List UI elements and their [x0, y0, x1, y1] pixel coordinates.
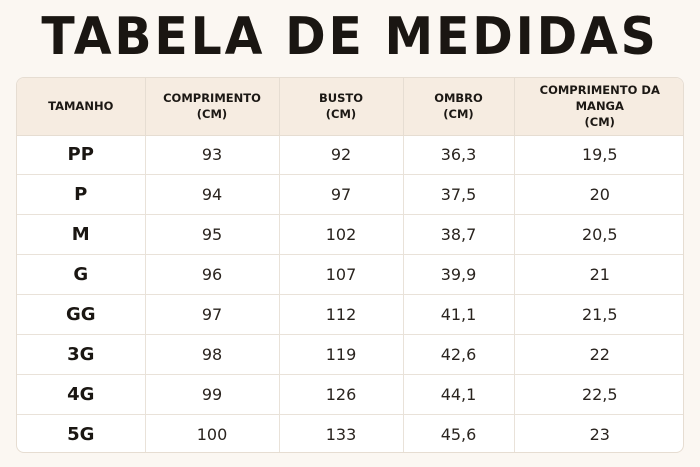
size-cell: 5G: [17, 414, 146, 452]
manga-cell: 21,5: [514, 294, 683, 335]
comprimento-cell: 96: [145, 254, 280, 296]
header-label: BUSTO: [318, 91, 363, 106]
busto-cell: 97: [279, 174, 404, 216]
manga-cell: 20: [514, 174, 683, 216]
header-label: COMPRIMENTO: [163, 91, 261, 106]
manga-cell: 19,5: [514, 135, 683, 176]
ombro-cell: 45,6: [403, 414, 515, 452]
busto-cell: 102: [279, 214, 404, 256]
comprimento-cell: 98: [145, 334, 280, 375]
comprimento-cell: 100: [145, 414, 280, 452]
table-row: GG 97 112 41,1 21,5: [17, 294, 683, 335]
manga-cell: 22: [514, 334, 683, 375]
size-cell: GG: [17, 294, 146, 335]
comprimento-cell: 97: [145, 294, 280, 335]
header-label: OMBRO: [434, 91, 483, 106]
busto-cell: 126: [279, 374, 404, 415]
table-row: P 94 97 37,5 20: [17, 174, 683, 216]
size-cell: 4G: [17, 374, 146, 415]
ombro-cell: 42,6: [403, 334, 515, 375]
table-header-row: TAMANHO COMPRIMENTO (CM) BUSTO (CM) OMBR…: [17, 78, 683, 136]
header-label: TAMANHO: [48, 99, 114, 114]
header-busto: BUSTO (CM): [279, 78, 404, 136]
ombro-cell: 41,1: [403, 294, 515, 335]
manga-cell: 23: [589, 424, 610, 444]
ombro-cell: 38,7: [403, 214, 515, 256]
table-row: 3G 98 119 42,6 22: [17, 334, 683, 375]
header-unit: (CM): [443, 107, 474, 122]
ombro-cell: 44,1: [403, 374, 515, 415]
table-row: PP 93 92 36,3 19,5: [17, 135, 683, 176]
table-row: 5G 100 133 45,6 23: [17, 414, 683, 452]
busto-cell: 112: [279, 294, 404, 335]
busto-cell: 133: [279, 414, 404, 452]
busto-cell: 119: [279, 334, 404, 375]
manga-cell: 21: [514, 254, 683, 296]
size-cell: P: [17, 174, 146, 216]
header-unit: (CM): [325, 107, 357, 122]
busto-cell: 92: [279, 135, 404, 176]
comprimento-cell: 93: [145, 135, 280, 176]
ombro-cell: 39,9: [403, 254, 515, 296]
table-row: M 95 102 38,7 20,5: [17, 214, 683, 256]
header-unit: (CM): [584, 115, 615, 130]
size-cell: 3G: [17, 334, 146, 375]
size-cell: M: [17, 214, 146, 256]
size-chart-table: TAMANHO COMPRIMENTO (CM) BUSTO (CM) OMBR…: [16, 77, 684, 453]
header-comprimento: COMPRIMENTO (CM): [145, 78, 280, 136]
comprimento-cell: 99: [145, 374, 280, 415]
page-title: TABELA DE MEDIDAS: [41, 7, 659, 67]
manga-cell: 20,5: [514, 214, 683, 256]
header-ombro: OMBRO (CM): [403, 78, 515, 136]
comprimento-cell: 95: [145, 214, 280, 256]
table-row: G 96 107 39,9 21: [17, 254, 683, 296]
ombro-cell: 36,3: [403, 135, 515, 176]
header-comprimento-da-manga: COMPRIMENTO DA MANGA (CM): [514, 78, 683, 136]
manga-cell: 22,5: [514, 374, 683, 415]
header-tamanho: TAMANHO: [17, 78, 146, 136]
size-cell: G: [17, 254, 146, 296]
comprimento-cell: 94: [145, 174, 280, 216]
size-cell: PP: [17, 135, 146, 176]
busto-cell: 107: [279, 254, 404, 296]
header-unit: (CM): [196, 107, 228, 122]
header-label: COMPRIMENTO DA MANGA: [539, 83, 660, 114]
table-row: 4G 99 126 44,1 22,5: [17, 374, 683, 415]
ombro-cell: 37,5: [403, 174, 515, 216]
